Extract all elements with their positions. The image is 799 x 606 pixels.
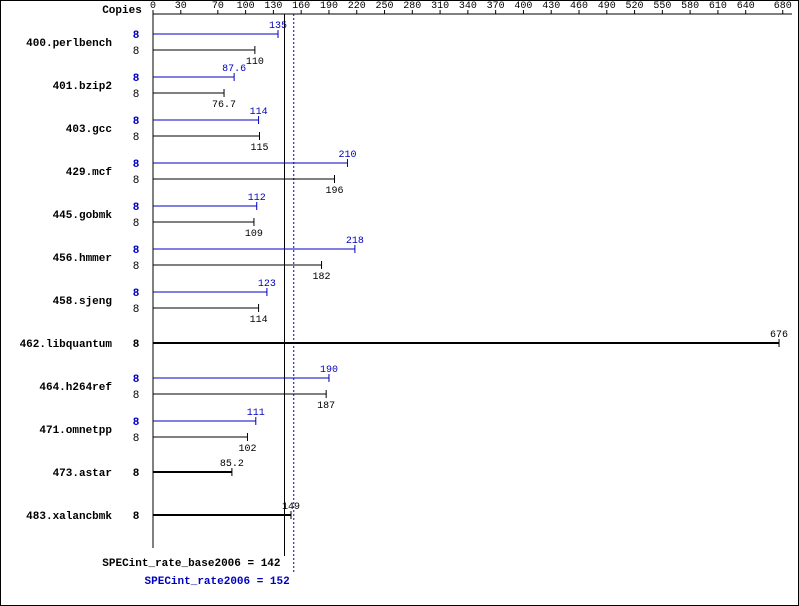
spec-benchmark-chart: 0 30 70 100 130 160 190 220 250 280 310 340 370 400 43…	[0, 0, 799, 606]
copies-peak: 8	[133, 30, 140, 42]
benchmark-name: 400.perlbench	[26, 38, 112, 50]
axis-tick-label: 130	[264, 1, 282, 12]
axis-tick-label: 70	[212, 1, 224, 12]
axis-tick-label: 550	[653, 1, 671, 12]
axis-tick-label: 430	[542, 1, 560, 12]
base-value: 109	[245, 229, 263, 240]
copies-peak: 8	[133, 159, 140, 171]
axis-tick-label: 400	[514, 1, 532, 12]
axis-tick-label: 100	[237, 1, 255, 12]
benchmark-name: 429.mcf	[66, 167, 113, 179]
axis-tick-label: 30	[175, 1, 187, 12]
base-value: 102	[238, 444, 256, 455]
copies-base: 8	[133, 468, 140, 480]
base-value: 76.7	[212, 100, 236, 111]
peak-value: 112	[248, 193, 266, 204]
copies-peak: 8	[133, 73, 140, 85]
benchmark-name: 471.omnetpp	[39, 425, 112, 437]
axis-tick-label: 680	[774, 1, 792, 12]
base-value: 149	[282, 502, 300, 513]
copies-peak: 8	[133, 374, 140, 386]
peak-score-label: SPECint_rate2006 = 152	[145, 576, 290, 588]
benchmark-name: 473.astar	[53, 468, 112, 480]
copies-base: 8	[133, 304, 140, 316]
base-value: 114	[250, 315, 268, 326]
benchmark-name: 462.libquantum	[20, 339, 113, 351]
axis-tick-label: 370	[487, 1, 505, 12]
axis-tick-label: 310	[431, 1, 449, 12]
axis-tick-label: 580	[681, 1, 699, 12]
axis-tick-label: 610	[709, 1, 727, 12]
axis-tick-label: 190	[320, 1, 338, 12]
axis-tick-label: 160	[292, 1, 310, 12]
copies-peak: 8	[133, 417, 140, 429]
benchmark-name: 401.bzip2	[53, 81, 112, 93]
peak-value: 111	[247, 408, 265, 419]
benchmark-name: 456.hmmer	[53, 253, 112, 265]
peak-value: 190	[320, 365, 338, 376]
copies-peak: 8	[133, 288, 140, 300]
base-value: 187	[317, 401, 335, 412]
copies-base: 8	[133, 511, 140, 523]
axis-tick-label: 280	[403, 1, 421, 12]
copies-base: 8	[133, 433, 140, 445]
benchmark-name: 403.gcc	[66, 124, 112, 136]
copies-base: 8	[133, 89, 140, 101]
axis-tick-label: 640	[737, 1, 755, 12]
copies-base: 8	[133, 261, 140, 273]
copies-base: 8	[133, 175, 140, 187]
benchmark-name: 464.h264ref	[39, 382, 112, 394]
base-value: 115	[250, 143, 268, 154]
base-value: 85.2	[220, 459, 244, 470]
axis-tick-label: 250	[376, 1, 394, 12]
axis-tick-label: 520	[626, 1, 644, 12]
benchmark-name: 445.gobmk	[53, 210, 113, 222]
peak-value: 87.6	[222, 64, 246, 75]
peak-value: 135	[269, 21, 287, 32]
copies-peak: 8	[133, 116, 140, 128]
copies-base: 8	[133, 46, 140, 58]
copies-header: Copies	[102, 5, 142, 17]
axis-tick-label: 340	[459, 1, 477, 12]
axis-tick-label: 460	[570, 1, 588, 12]
benchmark-name: 458.sjeng	[53, 296, 112, 308]
axis-tick-label: 490	[598, 1, 616, 12]
peak-value: 123	[258, 279, 276, 290]
peak-value: 210	[338, 150, 356, 161]
base-value: 676	[770, 330, 788, 341]
benchmark-name: 483.xalancbmk	[26, 511, 112, 523]
peak-value: 218	[346, 236, 364, 247]
copies-base: 8	[133, 339, 140, 351]
base-value: 110	[246, 57, 264, 68]
base-score-label: SPECint_rate_base2006 = 142	[102, 558, 280, 570]
copies-peak: 8	[133, 202, 140, 214]
base-value: 196	[326, 186, 344, 197]
peak-value: 114	[250, 107, 268, 118]
base-value: 182	[313, 272, 331, 283]
copies-base: 8	[133, 132, 140, 144]
copies-base: 8	[133, 218, 140, 230]
copies-base: 8	[133, 390, 140, 402]
axis-tick-label: 0	[150, 1, 156, 12]
axis-tick-label: 220	[348, 1, 366, 12]
copies-peak: 8	[133, 245, 140, 257]
